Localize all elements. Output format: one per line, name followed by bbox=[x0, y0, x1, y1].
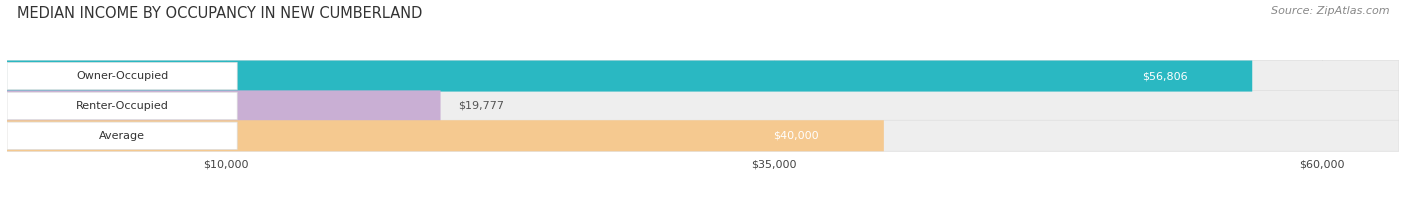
FancyBboxPatch shape bbox=[1088, 64, 1241, 88]
Text: $56,806: $56,806 bbox=[1142, 71, 1187, 81]
FancyBboxPatch shape bbox=[720, 124, 873, 147]
Text: Owner-Occupied: Owner-Occupied bbox=[76, 71, 169, 81]
Text: Average: Average bbox=[98, 131, 145, 141]
Text: Renter-Occupied: Renter-Occupied bbox=[76, 101, 169, 111]
FancyBboxPatch shape bbox=[7, 62, 238, 90]
Text: $40,000: $40,000 bbox=[773, 131, 818, 141]
Text: $19,777: $19,777 bbox=[458, 101, 505, 111]
FancyBboxPatch shape bbox=[7, 60, 1253, 92]
Text: MEDIAN INCOME BY OCCUPANCY IN NEW CUMBERLAND: MEDIAN INCOME BY OCCUPANCY IN NEW CUMBER… bbox=[17, 6, 422, 21]
FancyBboxPatch shape bbox=[7, 122, 238, 149]
FancyBboxPatch shape bbox=[7, 120, 884, 151]
Text: Source: ZipAtlas.com: Source: ZipAtlas.com bbox=[1271, 6, 1389, 16]
FancyBboxPatch shape bbox=[7, 92, 238, 120]
FancyBboxPatch shape bbox=[7, 90, 440, 121]
FancyBboxPatch shape bbox=[7, 90, 1399, 121]
FancyBboxPatch shape bbox=[7, 120, 1399, 151]
FancyBboxPatch shape bbox=[7, 60, 1399, 92]
